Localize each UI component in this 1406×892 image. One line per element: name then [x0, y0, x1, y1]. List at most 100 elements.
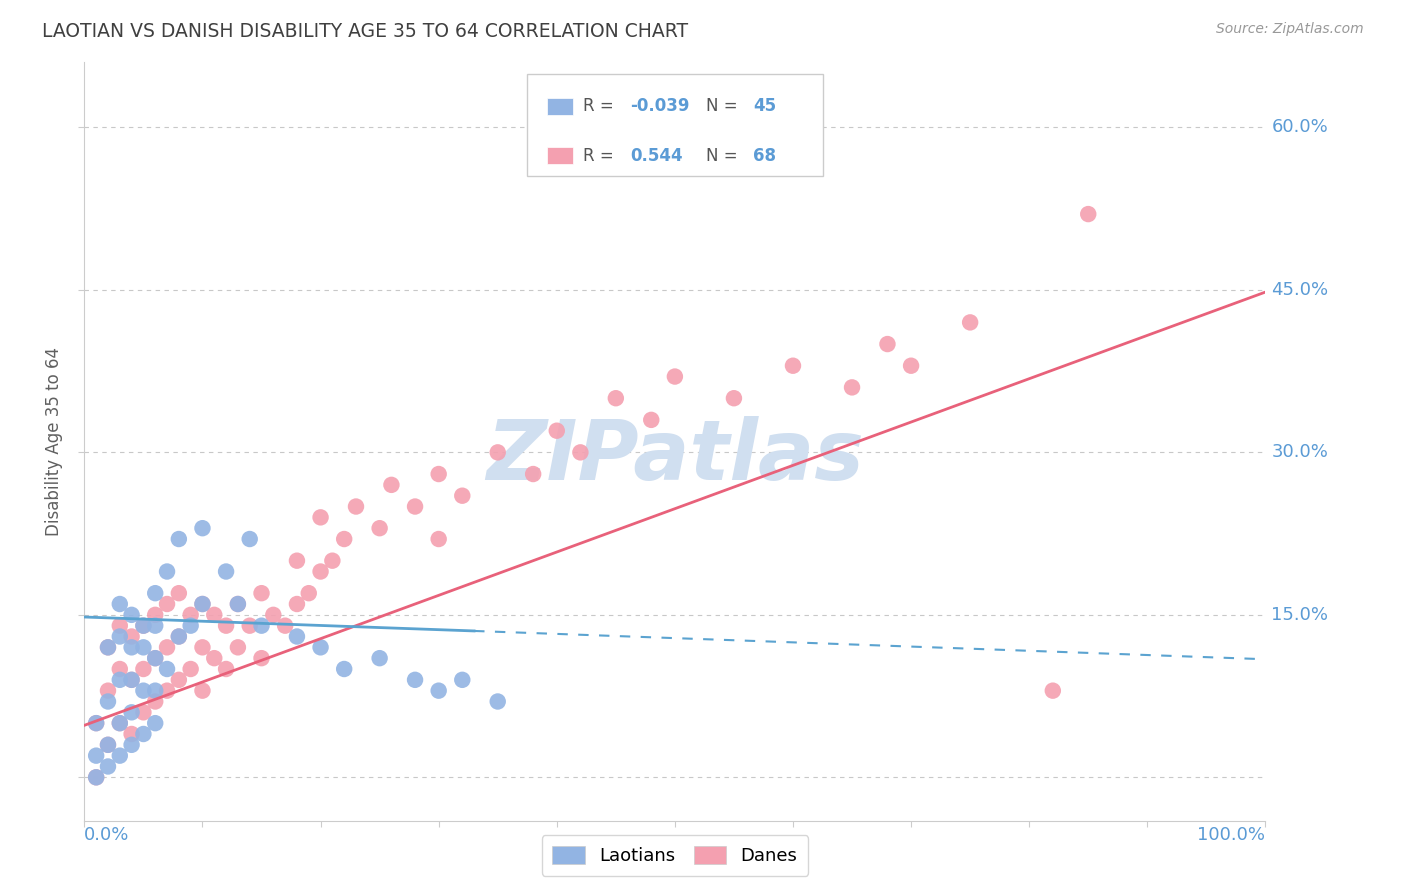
Point [285, 630, 308, 644]
Point [143, 586, 166, 600]
Point [97, 738, 120, 752]
Point [368, 521, 391, 535]
Point [569, 445, 592, 459]
Point [239, 532, 262, 546]
Point [959, 315, 981, 329]
Point [156, 640, 179, 655]
Point [191, 640, 214, 655]
Point [876, 337, 898, 351]
Text: 15.0%: 15.0% [1271, 606, 1329, 624]
Point [239, 618, 262, 632]
Point [108, 662, 131, 676]
Point [250, 651, 273, 665]
Text: Source: ZipAtlas.com: Source: ZipAtlas.com [1216, 22, 1364, 37]
Point [285, 597, 308, 611]
Point [84, 770, 107, 784]
Point [309, 640, 332, 655]
Point [84, 716, 107, 731]
Point [285, 554, 308, 568]
Point [180, 662, 202, 676]
Text: ZIPatlas: ZIPatlas [486, 417, 863, 497]
Point [97, 759, 120, 773]
Text: 45: 45 [752, 97, 776, 115]
Point [108, 618, 131, 632]
Point [215, 565, 238, 579]
Point [782, 359, 804, 373]
Point [108, 673, 131, 687]
Point [226, 597, 249, 611]
Point [97, 683, 120, 698]
Text: 100.0%: 100.0% [1198, 826, 1265, 844]
Point [202, 651, 225, 665]
Point [97, 640, 120, 655]
Point [202, 607, 225, 622]
Point [121, 630, 143, 644]
Point [900, 359, 922, 373]
Point [1077, 207, 1099, 221]
Point [486, 694, 509, 708]
Point [546, 424, 568, 438]
Point [132, 727, 155, 741]
Point [226, 640, 249, 655]
Point [108, 716, 131, 731]
Point [156, 683, 179, 698]
Point [380, 478, 402, 492]
Point [167, 630, 190, 644]
Point [333, 662, 356, 676]
Point [143, 651, 166, 665]
Point [167, 673, 190, 687]
Point [132, 683, 155, 698]
Point [250, 586, 273, 600]
Point [143, 607, 166, 622]
Point [321, 554, 343, 568]
Point [605, 391, 627, 405]
Point [97, 640, 120, 655]
Point [156, 662, 179, 676]
Y-axis label: Disability Age 35 to 64: Disability Age 35 to 64 [45, 347, 63, 536]
Point [108, 630, 131, 644]
Point [97, 738, 120, 752]
Point [143, 618, 166, 632]
Point [664, 369, 686, 384]
Point [427, 467, 450, 481]
Point [132, 618, 155, 632]
Text: 30.0%: 30.0% [1271, 443, 1329, 461]
Text: -0.039: -0.039 [630, 97, 689, 115]
FancyBboxPatch shape [547, 147, 574, 164]
Point [215, 618, 238, 632]
Point [404, 500, 426, 514]
Point [84, 716, 107, 731]
Text: R =: R = [582, 97, 619, 115]
Text: 60.0%: 60.0% [1271, 119, 1329, 136]
Point [1042, 683, 1064, 698]
Point [108, 748, 131, 763]
Point [191, 597, 214, 611]
Point [427, 683, 450, 698]
Text: 45.0%: 45.0% [1271, 281, 1329, 299]
Point [121, 706, 143, 720]
Text: 68: 68 [752, 146, 776, 165]
Point [108, 597, 131, 611]
Point [121, 673, 143, 687]
Text: N =: N = [706, 146, 742, 165]
Point [132, 706, 155, 720]
Point [262, 607, 284, 622]
Legend: Laotians, Danes: Laotians, Danes [541, 835, 808, 876]
Point [143, 683, 166, 698]
Point [522, 467, 544, 481]
Point [841, 380, 863, 394]
Text: 0.544: 0.544 [630, 146, 683, 165]
Point [156, 565, 179, 579]
Point [191, 521, 214, 535]
Point [250, 618, 273, 632]
Text: N =: N = [706, 97, 742, 115]
Point [333, 532, 356, 546]
Point [121, 607, 143, 622]
Point [132, 640, 155, 655]
Point [309, 510, 332, 524]
Point [298, 586, 321, 600]
Point [404, 673, 426, 687]
Point [108, 716, 131, 731]
FancyBboxPatch shape [527, 74, 823, 177]
Point [167, 630, 190, 644]
